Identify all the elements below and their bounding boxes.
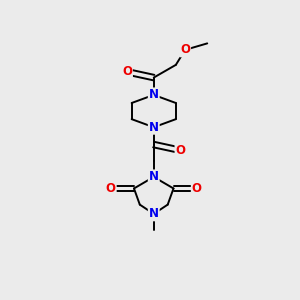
Text: N: N	[149, 121, 159, 134]
Text: N: N	[149, 170, 159, 183]
Text: O: O	[176, 144, 185, 157]
Text: N: N	[149, 88, 159, 101]
Text: O: O	[122, 65, 132, 78]
Text: O: O	[180, 44, 190, 56]
Text: O: O	[192, 182, 202, 195]
Text: O: O	[106, 182, 116, 195]
Text: N: N	[149, 207, 159, 220]
